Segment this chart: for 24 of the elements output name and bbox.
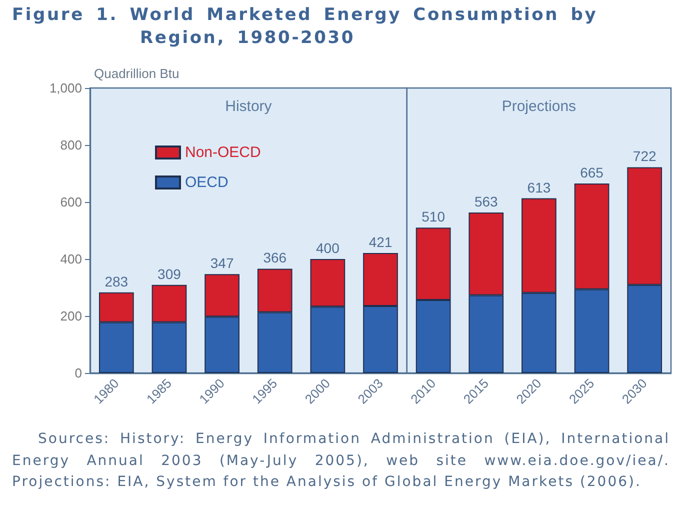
legend-label: Non-OECD <box>185 144 262 161</box>
y-tick-label: 800 <box>60 138 82 152</box>
total-label: 400 <box>316 240 340 256</box>
total-label: 665 <box>580 164 604 180</box>
total-label: 563 <box>474 194 498 210</box>
total-label: 613 <box>527 179 551 196</box>
y-tick-label: 1,000 <box>49 80 82 96</box>
chart-title: Figure 1. World Marketed Energy Consumption by Region, 1980-2030 <box>12 4 599 50</box>
total-label: 309 <box>158 266 182 282</box>
band-label: Projections <box>502 98 576 115</box>
total-label: 722 <box>632 148 656 164</box>
y-tick-label: 200 <box>60 308 82 324</box>
total-label: 510 <box>422 208 446 225</box>
y-tick-label: 600 <box>60 194 82 210</box>
y-tick-label: 400 <box>60 252 82 266</box>
y-axis-title: Quadrillion Btu <box>94 66 180 81</box>
legend-label: OECD <box>185 174 229 191</box>
total-label: 283 <box>104 273 128 290</box>
source-note: Sources: History: Energy Information Administration (EIA), International Energy Annual 2003 (May-July 2005), web site www.eia.doe.gov/iea/. Projections: EIA, System for the Analysis of Global Energy Markets (2006). <box>12 430 670 492</box>
band-label: History <box>225 98 272 115</box>
total-label: 347 <box>210 255 234 272</box>
total-label: 421 <box>368 234 392 250</box>
y-tick-label: 0 <box>74 366 82 380</box>
total-label: 366 <box>263 250 287 266</box>
